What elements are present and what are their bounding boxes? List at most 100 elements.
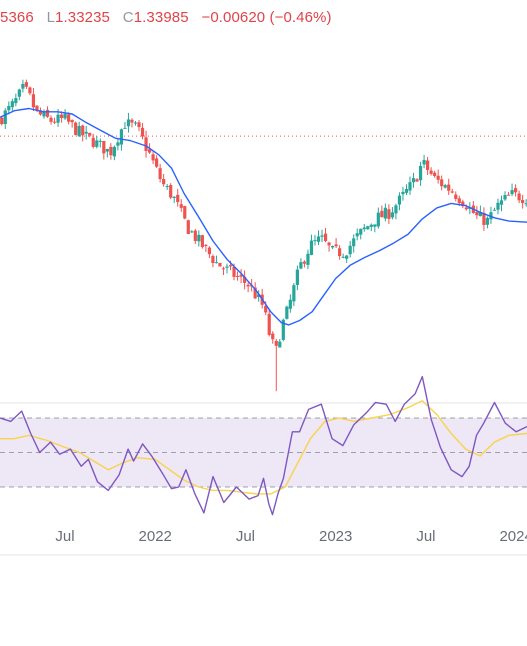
candle-body [24,82,28,87]
candle-body [176,194,180,203]
candle-body [327,242,331,246]
candle-body [81,125,85,136]
candle-body [88,132,92,136]
candle-body [271,333,275,340]
candle-body [214,262,219,264]
candle-body [84,131,88,134]
candle-body [211,256,215,263]
moving-average-line [0,107,527,326]
candle-body [285,306,289,319]
candle-body [239,274,243,277]
candle-body [376,212,380,227]
candle-body [352,238,356,247]
candle-body [193,230,197,242]
candle-body [422,160,426,165]
time-tick-label: Jul [416,528,435,545]
candle-body [116,142,120,146]
candle-body [172,196,176,198]
time-tick-label: 2023 [319,528,352,545]
candle-body [28,87,32,94]
candle-body [313,240,317,242]
candle-body [513,188,518,193]
candle-body [288,299,292,309]
time-tick-label: 2022 [139,528,172,545]
candle-body [102,140,106,154]
candle-body [123,127,127,129]
candle-body [397,195,402,205]
candle-body [112,146,116,157]
candle-body [38,110,43,115]
candle-body [56,114,60,123]
candle-body [345,255,349,259]
candle-body [242,276,247,283]
candle-body [281,319,285,340]
candle-body [426,160,430,171]
candle-body [323,233,328,242]
candle-body [35,105,39,111]
candle-body [338,248,342,257]
candle-body [341,256,345,258]
candle-body [320,235,324,237]
candle-body [155,158,159,167]
low-value: 1.33235 [55,9,110,26]
low-label: L [46,9,56,26]
candle-body [503,195,507,200]
candle-body [334,244,338,247]
candle-body [105,148,109,152]
open-value: 5366 [0,9,34,26]
candle-body [309,240,314,255]
candle-body [190,231,194,233]
candle-body [373,224,377,227]
candle-body [158,168,162,180]
candle-body [429,170,433,174]
candle-body [387,209,391,219]
candle-body [457,198,461,204]
candle-body [119,129,124,145]
candle-body [362,227,366,230]
candle-body [228,265,233,267]
candle-body [109,146,113,156]
rsi-line [0,375,527,516]
rsi-pane [0,375,527,516]
candle-body [295,269,299,285]
candle-body [517,193,521,201]
candle-body [302,261,307,264]
candle-body [42,111,46,117]
candle-body [235,275,240,277]
time-tick-label: 2024 [499,528,527,545]
candle-body [369,224,373,227]
candle-body [485,217,490,225]
candle-body [253,287,257,299]
candle-body [197,234,201,242]
candle-body [186,220,190,235]
candle-body [207,247,212,255]
candle-body [415,179,419,182]
candle-body [264,305,268,313]
candle-body [274,340,278,346]
time-tick-label: Jul [55,528,74,545]
candle-body [404,189,409,193]
candle-body [98,140,102,142]
candle-body [232,266,236,277]
candle-body [510,190,514,195]
candle-body [225,266,229,268]
candle-body [348,245,352,255]
candle-body [45,109,50,117]
candle-body [200,235,204,248]
candle-body [151,154,155,161]
candle-body [390,212,395,218]
candle-body [31,94,36,108]
candle-body [355,233,359,237]
candle-body [95,140,99,147]
candle-body [7,106,11,111]
candle-body [394,205,398,214]
candle-body [183,206,187,219]
candle-body [411,178,416,183]
candle-body [499,200,504,205]
candle-body [147,149,152,153]
candle-body [17,89,21,97]
candle-body [133,122,138,124]
candle-body [21,83,25,89]
candle-body [306,253,310,265]
